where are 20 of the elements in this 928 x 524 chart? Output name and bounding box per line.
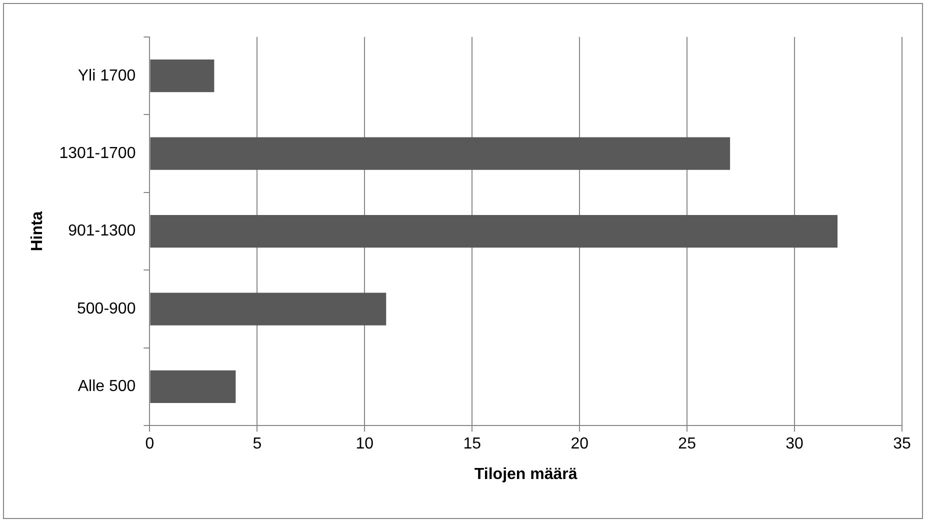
x-tick-label: 35 xyxy=(893,436,911,453)
x-axis-title: Tilojen määrä xyxy=(474,466,578,483)
x-tick-label: 0 xyxy=(145,436,154,453)
y-tick-label: Alle 500 xyxy=(78,378,136,396)
bar xyxy=(150,214,838,248)
x-tick-label: 15 xyxy=(463,436,482,453)
x-tick-label: 25 xyxy=(678,436,696,453)
y-axis-title: Hinta xyxy=(29,211,46,252)
bar xyxy=(150,292,386,326)
x-tick-label: 20 xyxy=(570,436,589,453)
y-tick-label: 1301-1700 xyxy=(59,144,136,162)
y-tick-label: 500-900 xyxy=(76,300,136,318)
bar xyxy=(150,137,730,170)
bar xyxy=(150,60,214,92)
y-tick-label: Yli 1700 xyxy=(78,67,136,84)
y-tick-label: 901-1300 xyxy=(68,222,136,240)
bar xyxy=(150,370,236,404)
x-tick-label: 30 xyxy=(786,436,804,453)
x-tick-label: 10 xyxy=(356,436,374,453)
x-tick-label: 5 xyxy=(252,436,262,453)
